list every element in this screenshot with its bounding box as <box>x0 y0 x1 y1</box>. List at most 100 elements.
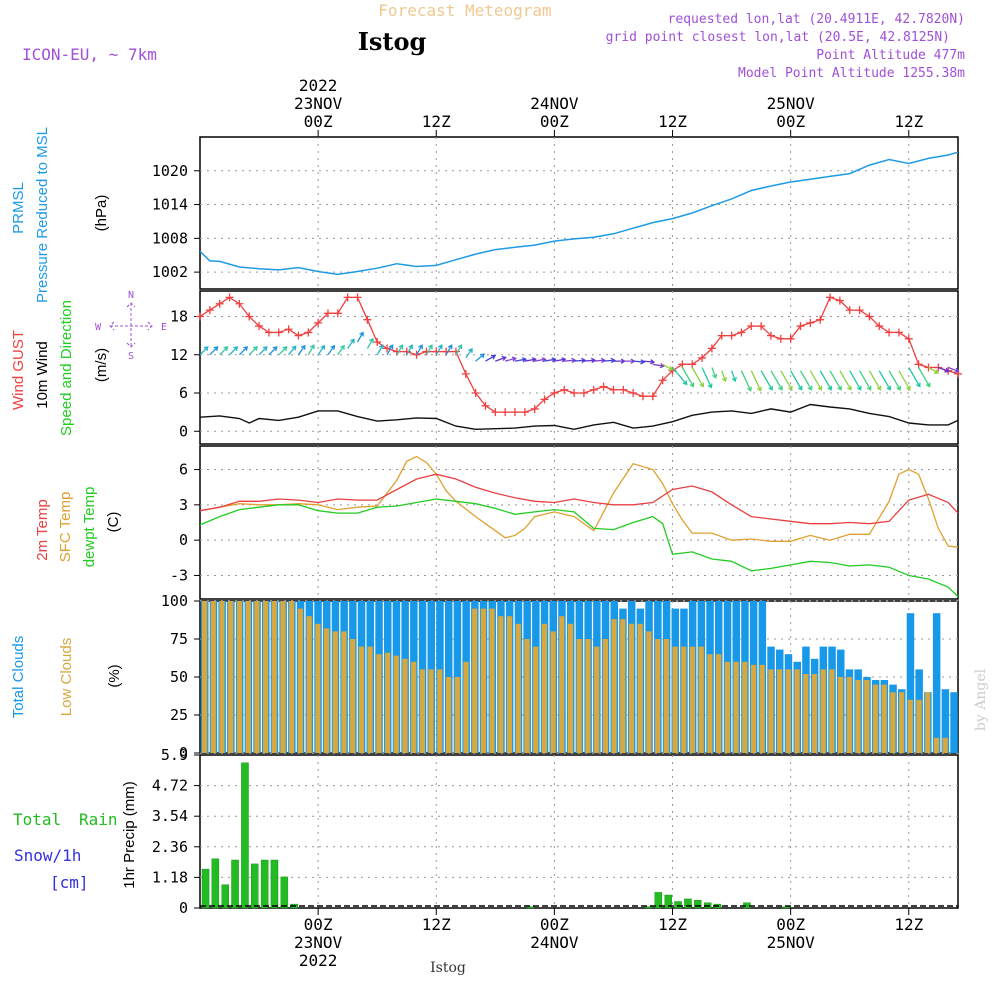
wind-arrow <box>347 338 355 349</box>
gust-marker <box>885 328 894 337</box>
wind-arrow <box>386 344 394 356</box>
low-cloud-bar <box>289 601 295 753</box>
time-label-hour: 12Z <box>894 915 923 934</box>
precip-bar <box>270 859 279 909</box>
low-cloud-bar <box>498 616 504 753</box>
low-cloud-bar <box>402 658 408 753</box>
low-cloud-bar <box>576 639 582 753</box>
low-cloud-bar <box>611 619 617 753</box>
gust-marker <box>599 382 608 391</box>
low-cloud-bar <box>785 669 791 753</box>
y-tick-label: 1020 <box>152 162 188 180</box>
low-cloud-bar <box>602 639 608 753</box>
low-cloud-bar <box>872 684 879 753</box>
y-tick-label: 100 <box>161 592 188 610</box>
total-cloud-bar <box>941 689 950 753</box>
y-tick-label: 3 <box>179 496 188 514</box>
time-label-hour: 00Z <box>540 112 569 131</box>
gust-marker <box>638 392 647 401</box>
requested-coords: requested lon,lat (20.4911E, 42.7820N) <box>668 12 965 27</box>
wind-arrow <box>603 357 616 364</box>
chart-title: Forecast Meteogram <box>378 1 551 20</box>
wind-arrow <box>425 344 433 356</box>
y-tick-label: 0 <box>179 899 188 917</box>
y-tick-label: 6 <box>179 461 188 479</box>
low-cloud-bar <box>707 654 713 753</box>
gust-marker <box>658 376 667 385</box>
low-cloud-bar <box>324 628 330 753</box>
wind-compass: N S W E <box>95 290 167 362</box>
low-cloud-bar <box>376 654 382 753</box>
precip-bar <box>694 900 702 909</box>
gust-marker <box>196 312 204 321</box>
low-cloud-bar <box>210 601 216 753</box>
low-cloud-bar <box>315 623 321 753</box>
wind-arrow <box>770 370 783 391</box>
total-cloud-bar <box>932 613 941 753</box>
gust-marker <box>816 315 825 324</box>
y-tick-label: 5.9 <box>161 746 188 764</box>
gust-marker <box>717 331 726 340</box>
time-label-hour: 12Z <box>658 112 687 131</box>
wind-arrow <box>317 344 326 356</box>
wind-arrow <box>928 366 940 374</box>
time-label-hour: 00Z <box>304 915 333 934</box>
wind-arrow <box>465 347 473 359</box>
wind-arrow <box>750 370 762 392</box>
time-label-date: 24NOV <box>530 94 579 113</box>
low-cloud-bar <box>907 699 913 753</box>
wind-arrow <box>229 346 239 356</box>
prmsl-label: PRMSL <box>10 182 27 234</box>
low-cloud-bar <box>585 639 591 753</box>
compass-n: N <box>128 290 134 301</box>
gust-marker <box>727 331 736 340</box>
wind-arrow <box>248 346 258 356</box>
precip-bar <box>221 884 229 909</box>
low-cloud-bar <box>480 608 486 753</box>
gust-marker <box>511 408 520 417</box>
low-cloud-bar <box>759 664 765 753</box>
wind-arrow <box>799 370 813 391</box>
y-tick-label: 4.72 <box>152 777 188 795</box>
gust-marker <box>520 408 529 417</box>
low-cloud-bar <box>463 661 469 753</box>
wind-arrow <box>288 345 297 356</box>
time-label-year: 2022 <box>299 76 338 95</box>
low-cloud-bar <box>550 631 556 753</box>
gust-marker <box>333 309 342 318</box>
gust-marker <box>491 408 500 417</box>
low-cloud-bar <box>454 677 460 753</box>
time-label-hour: 00Z <box>776 112 805 131</box>
low-cloud-bar <box>350 639 356 753</box>
wind-arrow <box>356 331 364 343</box>
low-cloud-bar <box>541 623 547 753</box>
y-tick-label: 75 <box>170 630 188 648</box>
wind-arrow <box>681 367 695 388</box>
time-label-hour: 12Z <box>422 112 451 131</box>
gust-marker <box>924 363 933 372</box>
low-cloud-bar <box>385 652 391 753</box>
total-label: Total <box>13 810 61 829</box>
wind-gust-label: Wind GUST <box>10 330 27 410</box>
low-cloud-bar <box>916 699 922 753</box>
gust-marker <box>343 293 352 302</box>
low-cloud-bar <box>637 623 643 753</box>
gust-marker <box>875 322 884 331</box>
precip-bar <box>201 868 210 909</box>
total-cloud-bar <box>906 613 915 753</box>
gust-marker <box>707 344 716 353</box>
precip-bar <box>260 859 269 909</box>
gust-marker <box>914 360 923 369</box>
wind-arrow <box>455 344 463 356</box>
gust-marker <box>747 322 756 331</box>
gust-marker <box>786 334 795 343</box>
gust-marker <box>865 312 874 321</box>
gust-marker <box>904 334 913 343</box>
gust-marker <box>255 322 264 331</box>
wind-arrow <box>544 357 557 363</box>
wind-arrow <box>898 370 911 391</box>
dewpt-line <box>199 498 959 598</box>
low-cloud-bar <box>716 654 722 753</box>
wind-arrow <box>652 363 665 369</box>
time-label-hour: 12Z <box>894 112 923 131</box>
